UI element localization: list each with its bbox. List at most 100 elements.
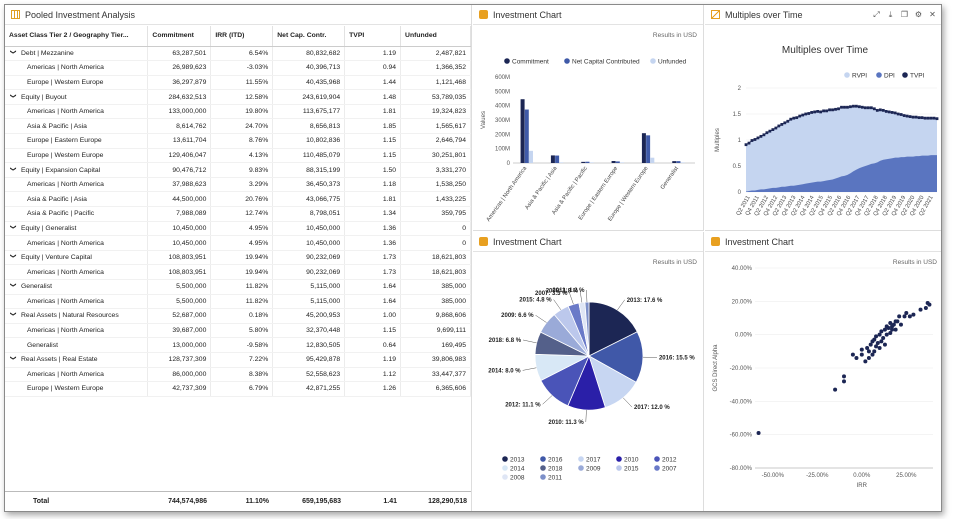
gear-icon[interactable]: ⚙	[914, 10, 923, 19]
table-row[interactable]: Americas | North America 37,988,623 3.29% 3…	[5, 177, 471, 193]
pie-legend-item[interactable]: 2014	[502, 465, 525, 472]
tvpi-point[interactable]	[920, 116, 924, 120]
tvpi-point[interactable]	[899, 113, 903, 116]
pie-legend-item[interactable]: 2009	[578, 465, 601, 472]
tvpi-point[interactable]	[878, 108, 882, 112]
table-row[interactable]: Americas | North America 5,500,000 11.82% 5…	[5, 294, 471, 310]
tvpi-point[interactable]	[890, 111, 894, 114]
scatter-point[interactable]	[877, 332, 882, 337]
tvpi-point[interactable]	[926, 116, 930, 120]
scatter-point[interactable]	[907, 314, 912, 319]
table-group-row[interactable]: ❯ Real Assets | Natural Resources 52,687,0…	[5, 308, 471, 324]
tvpi-point[interactable]	[792, 116, 796, 120]
scatter-point[interactable]	[866, 356, 871, 360]
column-header[interactable]: Net Cap. Contr.	[272, 26, 346, 47]
tvpi-point[interactable]	[914, 115, 918, 119]
line-legend-item[interactable]: DPI	[876, 72, 895, 80]
tvpi-point[interactable]	[801, 113, 805, 117]
scatter-point[interactable]	[882, 342, 887, 347]
table-group-row[interactable]: ❯ Equity | Expansion Capital 90,476,712 9.8…	[5, 162, 471, 178]
chevron-down-icon[interactable]: ❯	[9, 49, 16, 55]
bar[interactable]	[611, 160, 616, 163]
table-row[interactable]: Americas | North America 39,687,000 5.80% 3…	[5, 323, 471, 339]
scatter-point[interactable]	[897, 314, 902, 319]
tvpi-point[interactable]	[869, 106, 873, 110]
tvpi-point[interactable]	[908, 115, 912, 118]
tvpi-point[interactable]	[750, 139, 754, 142]
tvpi-point[interactable]	[819, 110, 823, 114]
pie-legend-item[interactable]: 2010	[616, 456, 639, 463]
tvpi-point[interactable]	[828, 108, 831, 112]
table-row[interactable]: Europe | Western Europe 36,297,879 11.55% 4…	[5, 75, 471, 91]
tvpi-point[interactable]	[825, 109, 828, 113]
table-row[interactable]: Americas | North America 108,803,951 19.94…	[5, 264, 471, 280]
scatter-point[interactable]	[874, 344, 879, 349]
tvpi-point[interactable]	[768, 129, 772, 133]
scatter-point[interactable]	[756, 431, 761, 435]
bar[interactable]	[585, 161, 590, 163]
scatter-point[interactable]	[884, 332, 889, 337]
tvpi-point[interactable]	[860, 105, 864, 109]
tvpi-point[interactable]	[744, 143, 748, 147]
table-row[interactable]: Generalist 13,000,000 -9.58% 12,830,505 0.64…	[5, 337, 471, 353]
bar[interactable]	[615, 161, 620, 163]
scatter-point[interactable]	[879, 329, 884, 334]
column-header[interactable]: Asset Class Tier 2 / Geography Tier...	[5, 26, 149, 47]
bar[interactable]	[619, 162, 624, 163]
bar[interactable]	[680, 162, 685, 163]
pie-legend-item[interactable]: 2012	[654, 456, 677, 463]
tvpi-point[interactable]	[929, 116, 933, 120]
scatter-point[interactable]	[882, 327, 887, 332]
scatter-point[interactable]	[923, 306, 928, 310]
scatter-point[interactable]	[872, 337, 877, 342]
expand-icon[interactable]: ⤢	[873, 10, 880, 19]
table-group-row[interactable]: ❯ Real Assets | Real Estate 128,737,309 7.2…	[5, 352, 471, 368]
tvpi-point[interactable]	[852, 104, 855, 108]
tvpi-point[interactable]	[887, 110, 891, 114]
table-row[interactable]: Asia & Pacific | Asia 8,614,762 24.70% 8,65…	[5, 118, 471, 135]
line-legend-item[interactable]: TVPI	[902, 72, 925, 80]
tvpi-point[interactable]	[762, 133, 766, 137]
bar[interactable]	[550, 155, 555, 163]
bar[interactable]	[589, 162, 594, 163]
tvpi-point[interactable]	[753, 138, 757, 141]
bar[interactable]	[520, 99, 525, 163]
scatter-point[interactable]	[888, 321, 893, 325]
pie-legend-item[interactable]: 2007	[654, 465, 677, 472]
scatter-point[interactable]	[890, 327, 895, 332]
tvpi-point[interactable]	[837, 107, 840, 111]
scatter-point[interactable]	[865, 346, 870, 350]
scatter-point[interactable]	[854, 356, 859, 360]
tvpi-point[interactable]	[807, 112, 811, 115]
tvpi-point[interactable]	[840, 105, 843, 109]
tvpi-point[interactable]	[846, 105, 849, 109]
scatter-point[interactable]	[891, 322, 896, 327]
scatter-point[interactable]	[859, 352, 864, 357]
table-row[interactable]: Asia & Pacific | Pacific 7,988,089 12.74% 8…	[5, 206, 471, 222]
bar[interactable]	[650, 157, 655, 163]
tvpi-point[interactable]	[816, 110, 820, 113]
table-row[interactable]: Europe | Western Europe 42,737,309 6.79% 42…	[5, 381, 471, 397]
tvpi-point[interactable]	[756, 136, 760, 140]
chevron-down-icon[interactable]: ❯	[9, 166, 16, 172]
tvpi-point[interactable]	[902, 114, 906, 117]
column-header[interactable]: Commitment	[147, 26, 212, 47]
tvpi-point[interactable]	[774, 126, 778, 130]
scatter-point[interactable]	[859, 347, 864, 352]
close-icon[interactable]: ✕	[929, 10, 936, 19]
pie-legend-item[interactable]: 2008	[502, 474, 525, 481]
scatter-point[interactable]	[866, 349, 871, 354]
scatter-point[interactable]	[872, 349, 877, 354]
bar[interactable]	[528, 150, 533, 163]
pie-legend-item[interactable]: 2018	[540, 465, 563, 472]
tvpi-point[interactable]	[759, 134, 763, 138]
chevron-down-icon[interactable]: ❯	[9, 93, 16, 99]
bar-legend-item[interactable]: Commitment	[504, 58, 549, 66]
scatter-point[interactable]	[877, 346, 882, 350]
copy-icon[interactable]: ❐	[900, 10, 909, 19]
bar[interactable]	[559, 162, 564, 163]
bar[interactable]	[524, 109, 529, 163]
scatter-point[interactable]	[850, 352, 855, 357]
tvpi-point[interactable]	[831, 108, 834, 112]
tvpi-point[interactable]	[813, 110, 817, 114]
